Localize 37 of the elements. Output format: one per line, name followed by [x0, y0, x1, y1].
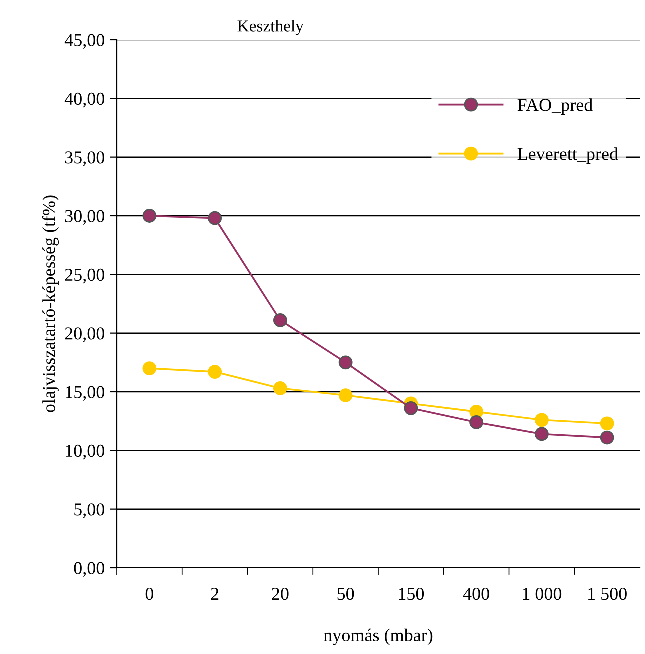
x-tick-label: 150 — [399, 588, 424, 600]
point — [470, 416, 484, 430]
x-tick-label: 20 — [272, 588, 289, 600]
point — [600, 430, 614, 445]
x-tick-label: 0 — [146, 588, 154, 600]
point — [208, 211, 222, 226]
point — [273, 313, 288, 328]
y-tick-label: 20,00 — [65, 328, 105, 342]
y-tick-label: 45,00 — [64, 34, 105, 50]
legend-label: FAO_pred — [518, 98, 593, 115]
y-tick-label: 25,00 — [65, 268, 105, 284]
y-tick-label: 35,00 — [65, 152, 105, 166]
x-tick-label: 1 500 — [588, 588, 627, 600]
point — [600, 416, 614, 431]
point — [142, 362, 157, 376]
x-tick-label: 2 — [211, 588, 219, 600]
y-tick-label: 40,00 — [64, 92, 105, 108]
point — [534, 413, 549, 428]
point — [142, 209, 157, 223]
x-tick-label: 400 — [463, 588, 490, 600]
point — [404, 401, 418, 416]
point — [208, 365, 222, 379]
y-tick-label: 30,00 — [65, 210, 105, 226]
x-tick-label: 50 — [338, 588, 354, 600]
point — [534, 427, 549, 442]
point — [273, 382, 288, 396]
y-tick-label: 0,00 — [74, 562, 105, 578]
point — [338, 356, 353, 370]
y-axis-title: olajvisszatartó-képesség (tf%) — [42, 196, 60, 412]
x-axis-title: nyomás (mbar) — [324, 628, 433, 646]
chart-title: Keszthely — [238, 20, 304, 36]
y-tick-label: 5,00 — [74, 504, 105, 518]
legend-label: Leverett_pred — [518, 148, 618, 164]
y-tick-label: 15,00 — [66, 386, 105, 402]
y-tick-label: 10,00 — [66, 444, 105, 460]
x-tick-label: 1 000 — [523, 588, 562, 600]
point — [338, 388, 353, 402]
